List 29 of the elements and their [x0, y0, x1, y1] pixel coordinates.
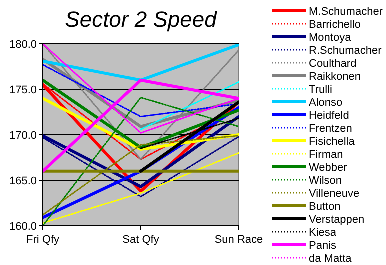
x-tick-label: Sun Race	[214, 234, 264, 246]
legend-label: M.Schumacher	[309, 6, 384, 18]
y-tick-label: 165.0	[9, 176, 37, 188]
legend-label: Heidfeld	[309, 110, 350, 122]
x-tick-label: Fri Qfy	[26, 234, 60, 246]
y-tick-label: 170.0	[9, 130, 37, 142]
legend-label: Frentzen	[309, 123, 352, 135]
y-tick-label: 180.0	[9, 39, 37, 51]
legend-label: Fisichella	[309, 136, 356, 148]
legend-label: R.Schumacher	[309, 45, 382, 57]
legend-label: Barrichello	[309, 19, 361, 31]
legend-label: Panis	[309, 240, 338, 252]
legend-label: Raikkonen	[309, 71, 361, 83]
y-tick-label: 160.0	[9, 221, 37, 233]
y-tick-label: 175.0	[9, 84, 37, 96]
legend-label: Webber	[309, 162, 348, 174]
legend-label: Wilson	[309, 175, 342, 187]
legend-label: Button	[309, 201, 341, 213]
legend-label: Coulthard	[309, 58, 357, 70]
legend-label: Villeneuve	[309, 188, 360, 200]
chart-title: Sector 2 Speed	[65, 7, 218, 32]
legend-label: Firman	[309, 149, 344, 161]
legend-label: Verstappen	[309, 214, 365, 226]
legend-label: Trulli	[309, 84, 332, 96]
legend-label: Alonso	[309, 97, 343, 109]
x-tick-label: Sat Qfy	[122, 234, 160, 246]
legend-label: Montoya	[309, 32, 352, 44]
legend-label: da Matta	[309, 253, 353, 265]
legend-label: Kiesa	[309, 227, 338, 239]
